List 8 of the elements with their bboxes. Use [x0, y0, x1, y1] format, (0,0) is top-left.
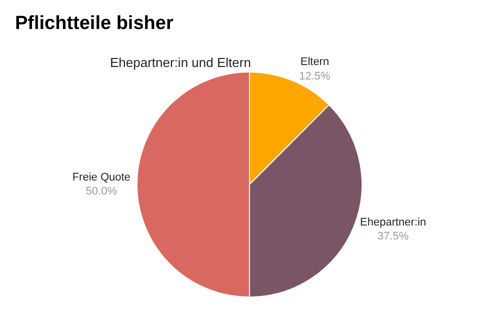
slice-label: Eltern: [300, 56, 330, 68]
slice-label: Ehepartner:in: [360, 216, 426, 228]
chart-subtitle: Ehepartner:in und Eltern: [110, 55, 251, 70]
data-label: 50.0%: [86, 186, 118, 198]
data-label: 12.5%: [299, 70, 331, 82]
data-label: 37.5%: [377, 230, 409, 243]
chart-title: Pflichtteile bisher: [14, 12, 174, 34]
slice-label: Freie Quote: [72, 171, 130, 184]
